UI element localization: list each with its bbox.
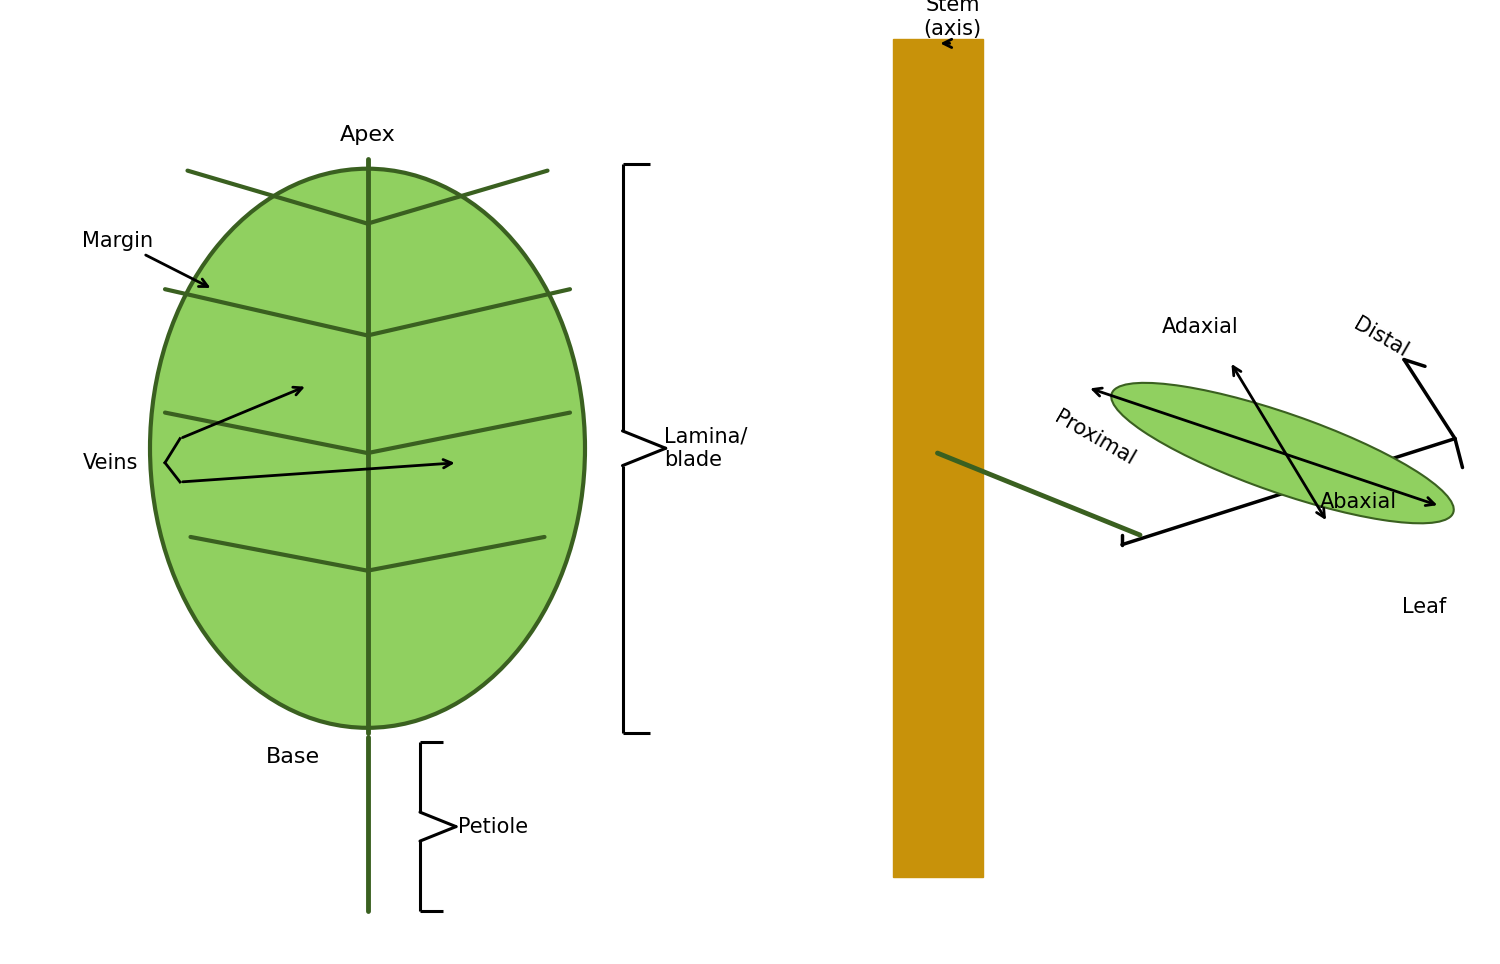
Text: Base: Base (266, 747, 320, 767)
Text: Margin: Margin (82, 231, 209, 286)
Text: Abaxial: Abaxial (1320, 492, 1396, 512)
Ellipse shape (1112, 383, 1454, 523)
Text: Adaxial: Adaxial (1161, 317, 1239, 337)
Text: Distal: Distal (1350, 314, 1412, 361)
Text: Stem
(axis): Stem (axis) (924, 0, 981, 39)
Text: Veins: Veins (82, 453, 138, 472)
Text: Proximal: Proximal (1052, 408, 1138, 469)
Text: Petiole: Petiole (458, 817, 528, 837)
Text: Lamina/
blade: Lamina/ blade (664, 427, 748, 469)
Text: Apex: Apex (339, 124, 396, 145)
Ellipse shape (150, 169, 585, 728)
Bar (892, 39, 983, 877)
Text: Leaf: Leaf (1402, 598, 1446, 617)
